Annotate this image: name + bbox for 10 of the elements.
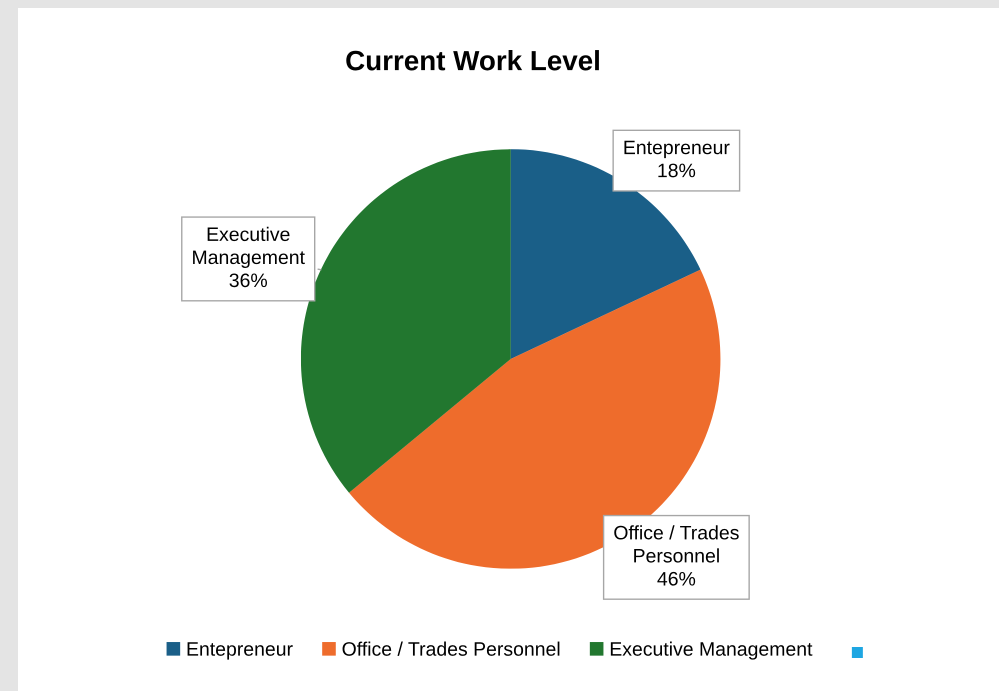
slice-label: Executive Management <box>193 226 305 268</box>
chart-title: Current Work Level <box>346 50 599 70</box>
data-label: 36% <box>230 273 267 288</box>
slice-label: Office / Trades Personnel <box>614 525 739 563</box>
legend-label: Executive Management <box>610 642 812 660</box>
slice-label: Entepreneur <box>624 140 730 158</box>
legend-label: Entepreneur <box>188 642 293 660</box>
data-label: 46% <box>657 572 696 586</box>
legend-label: Office / Trades Personnel <box>342 642 560 656</box>
data-label: 18% <box>658 164 696 178</box>
